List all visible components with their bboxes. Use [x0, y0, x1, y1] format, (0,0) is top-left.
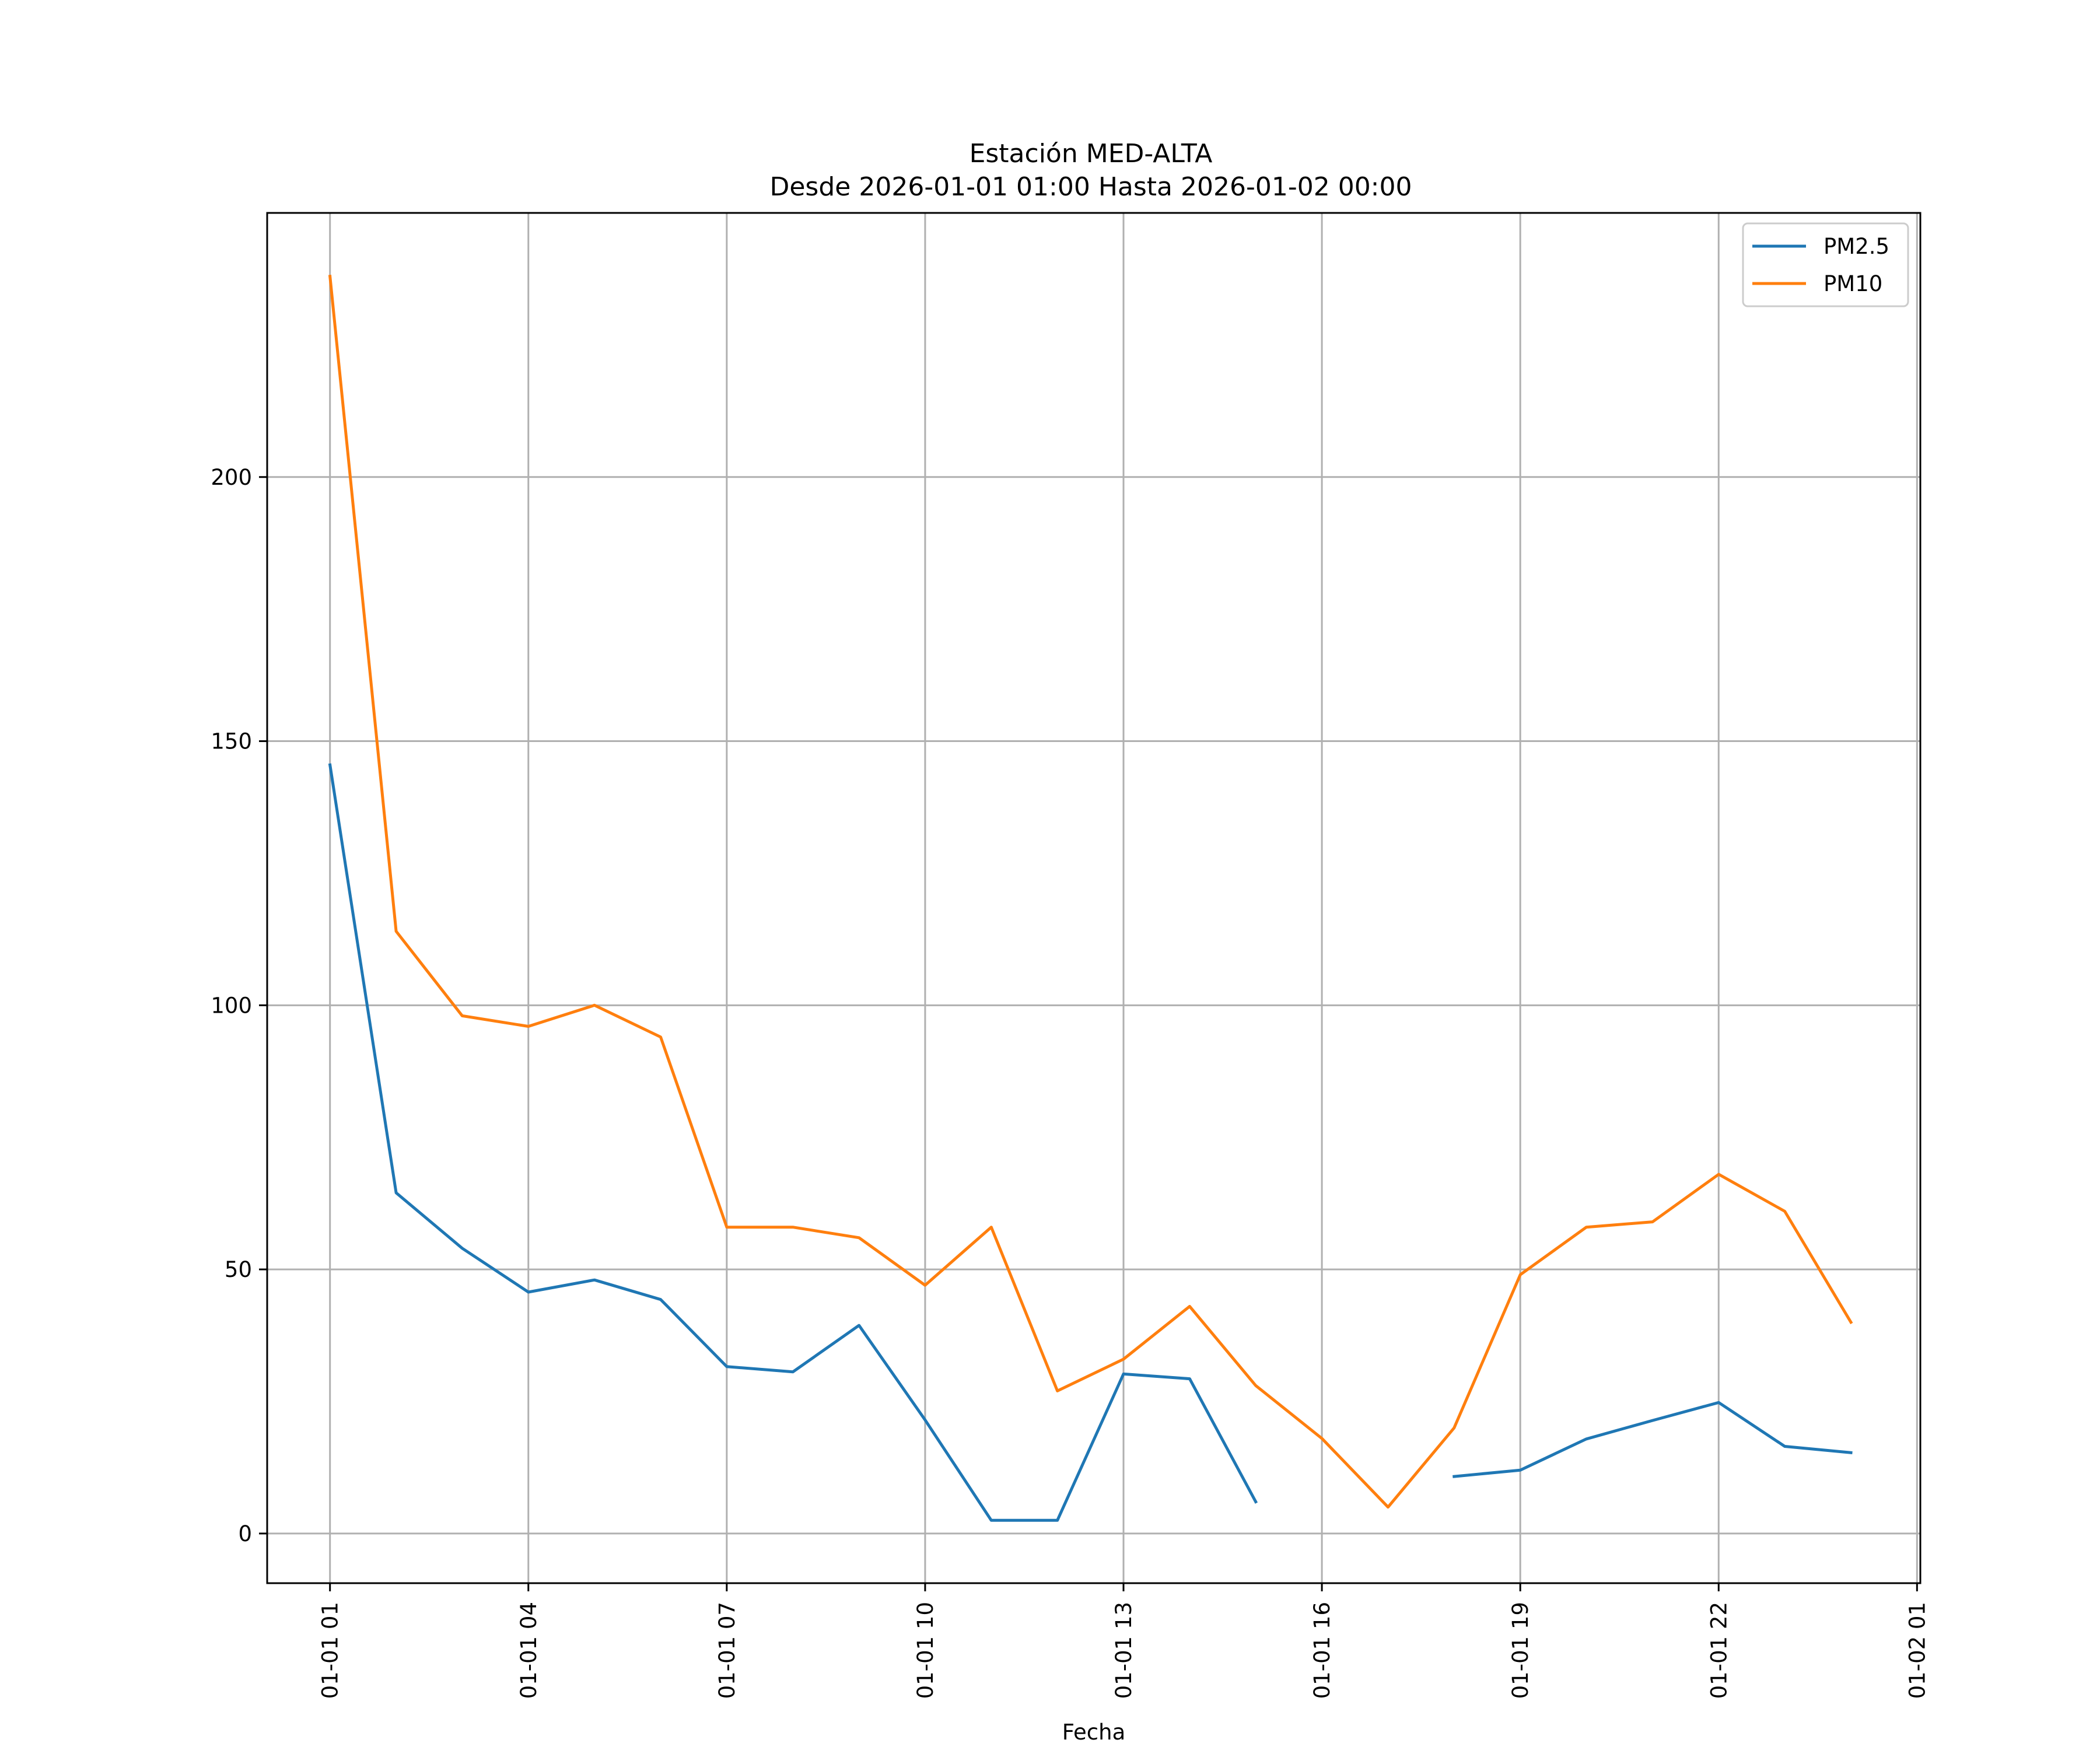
legend-box [1742, 222, 1909, 307]
y-tick-label: 200 [211, 465, 252, 490]
legend-label-pm10: PM10 [1824, 271, 1882, 296]
x-axis-label: Fecha [1062, 1720, 1126, 1745]
y-tick-label: 150 [211, 729, 252, 754]
series-line-pm25 [1452, 1401, 1853, 1478]
x-tick-label: 01-01 19 [1508, 1602, 1533, 1699]
y-tick-label: 100 [211, 993, 252, 1018]
y-axis-ticks: 0 50 100 150 200 [211, 465, 267, 1546]
grid [267, 213, 1920, 1583]
chart-title: Estación MED-ALTA [970, 139, 1213, 169]
y-tick-label: 0 [238, 1521, 252, 1546]
x-tick-label: 01-01 16 [1310, 1602, 1335, 1699]
y-tick-label: 50 [225, 1257, 252, 1282]
x-tick-label: 01-01 07 [715, 1602, 740, 1699]
x-tick-label: 01-01 04 [516, 1602, 541, 1699]
series-lines [328, 274, 1853, 1522]
series-line-pm10 [328, 274, 1853, 1509]
legend: PM2.5 PM10 [1742, 222, 1909, 307]
legend-label-pm25: PM2.5 [1824, 234, 1889, 259]
x-tick-label: 01-01 01 [318, 1602, 343, 1699]
plot-area-frame [266, 212, 1922, 1584]
x-axis-ticks: 01-01 01 01-01 04 01-01 07 01-01 10 01-01 13… [318, 1583, 1930, 1699]
x-tick-label: 01-01 13 [1111, 1602, 1136, 1699]
chart-subtitle: Desde 2026-01-01 01:00 Hasta 2026-01-02 … [769, 172, 1412, 202]
x-tick-label: 01-01 22 [1706, 1602, 1731, 1699]
x-tick-label: 01-01 10 [913, 1602, 938, 1699]
x-tick-label: 01-02 01 [1905, 1602, 1930, 1699]
series-line-pm25 [328, 763, 1258, 1522]
